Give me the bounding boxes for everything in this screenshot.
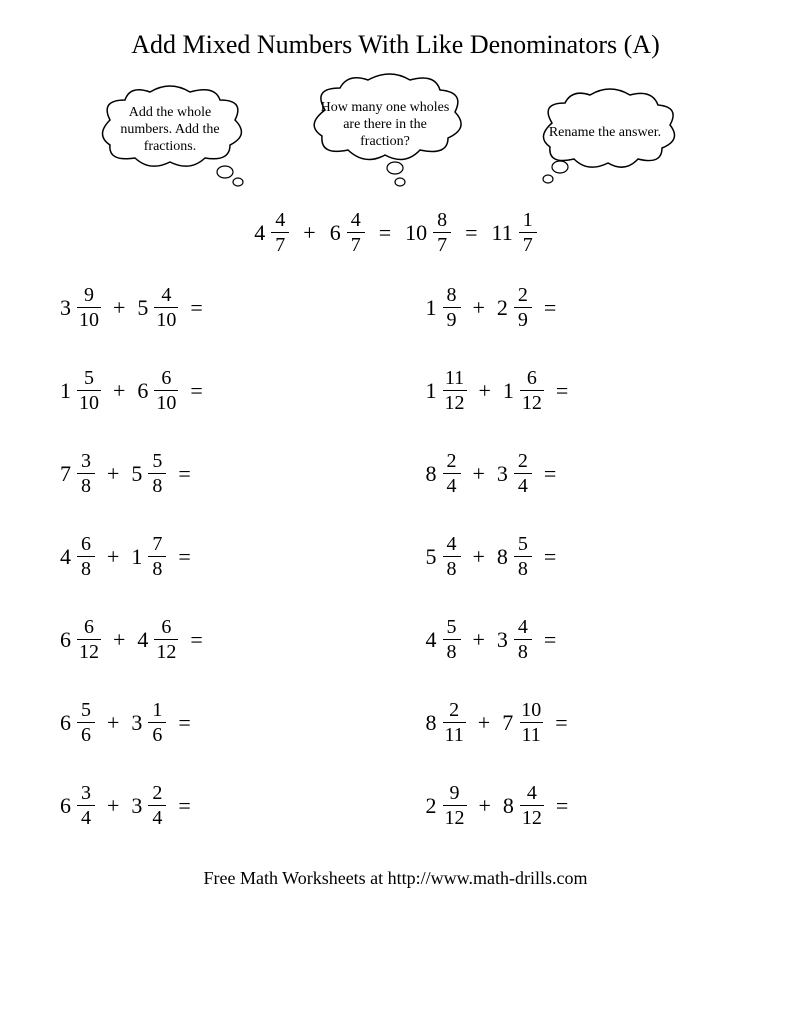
problem-row: 824 +324 = — [426, 451, 732, 496]
term-a: 8211 — [426, 700, 466, 745]
bubble-1: Add the whole numbers. Add the fractions… — [90, 80, 250, 190]
equals-icon: = — [186, 627, 206, 653]
term-a: 1510 — [60, 368, 101, 413]
term-b: 558 — [131, 451, 166, 496]
term-a: 11112 — [426, 368, 467, 413]
equals-icon: = — [375, 220, 395, 246]
plus-icon: + — [103, 544, 123, 570]
thought-bubbles: Add the whole numbers. Add the fractions… — [50, 70, 741, 210]
page-title: Add Mixed Numbers With Like Denominators… — [50, 30, 741, 60]
problem-row: 656 +316 = — [60, 700, 366, 745]
equals-icon: = — [551, 710, 571, 736]
term-b: 858 — [497, 534, 532, 579]
term-a: 2912 — [426, 783, 467, 828]
equals-icon: = — [540, 627, 560, 653]
bubble-3-text: Rename the answer. — [545, 125, 665, 142]
equals-icon: = — [174, 793, 194, 819]
problem-row: 738 +558 = — [60, 451, 366, 496]
term-a: 6612 — [60, 617, 101, 662]
problem-row: 11112 +1612 = — [426, 368, 732, 413]
problems-grid: 3910+5410=189+229=1510+6610=11112+1612=7… — [60, 285, 731, 828]
problem-row: 6612 +4612 = — [60, 617, 366, 662]
example-term-2: 6 4 7 — [330, 210, 365, 255]
plus-icon: + — [474, 710, 494, 736]
equals-icon: = — [552, 378, 572, 404]
term-b: 8412 — [503, 783, 544, 828]
term-b: 348 — [497, 617, 532, 662]
plus-icon: + — [109, 295, 129, 321]
bubble-2: How many one wholes are there in the fra… — [300, 70, 470, 190]
plus-icon: + — [469, 627, 489, 653]
term-a: 656 — [60, 700, 95, 745]
term-b: 324 — [131, 783, 166, 828]
plus-icon: + — [469, 295, 489, 321]
worksheet-page: Add Mixed Numbers With Like Denominators… — [0, 0, 791, 909]
term-b: 178 — [131, 534, 166, 579]
term-b: 324 — [497, 451, 532, 496]
plus-icon: + — [469, 461, 489, 487]
term-b: 1612 — [503, 368, 544, 413]
equals-icon: = — [540, 461, 560, 487]
bubble-3: Rename the answer. — [530, 85, 680, 185]
term-b: 71011 — [502, 700, 543, 745]
equals-icon: = — [186, 378, 206, 404]
term-b: 4612 — [137, 617, 178, 662]
term-a: 458 — [426, 617, 461, 662]
plus-icon: + — [103, 710, 123, 736]
term-b: 5410 — [137, 285, 178, 330]
term-a: 189 — [426, 285, 461, 330]
plus-icon: + — [109, 627, 129, 653]
example-term-4: 11 1 7 — [492, 210, 537, 255]
term-a: 634 — [60, 783, 95, 828]
plus-icon: + — [469, 544, 489, 570]
term-a: 738 — [60, 451, 95, 496]
equals-icon: = — [540, 544, 560, 570]
problem-row: 1510 +6610 = — [60, 368, 366, 413]
problem-row: 548 +858 = — [426, 534, 732, 579]
term-a: 548 — [426, 534, 461, 579]
term-a: 824 — [426, 451, 461, 496]
problem-row: 468 +178 = — [60, 534, 366, 579]
plus-icon: + — [109, 378, 129, 404]
problem-row: 2912 +8412 = — [426, 783, 732, 828]
term-a: 468 — [60, 534, 95, 579]
worked-example: 4 4 7 + 6 4 7 = 10 8 7 = 11 1 — [50, 210, 741, 255]
plus-icon: + — [103, 793, 123, 819]
problem-row: 8211 +71011 = — [426, 700, 732, 745]
term-b: 6610 — [137, 368, 178, 413]
problem-row: 458 +348 = — [426, 617, 732, 662]
footer-text: Free Math Worksheets at http://www.math-… — [50, 868, 741, 889]
term-b: 316 — [131, 700, 166, 745]
example-term-1: 4 4 7 — [254, 210, 289, 255]
equals-icon: = — [174, 710, 194, 736]
equals-icon: = — [461, 220, 481, 246]
plus-icon: + — [475, 793, 495, 819]
equals-icon: = — [552, 793, 572, 819]
bubble-2-text: How many one wholes are there in the fra… — [317, 100, 453, 150]
equals-icon: = — [540, 295, 560, 321]
equals-icon: = — [186, 295, 206, 321]
problem-row: 634 +324 = — [60, 783, 366, 828]
equals-icon: = — [174, 544, 194, 570]
plus-icon: + — [475, 378, 495, 404]
plus-icon: + — [299, 220, 319, 246]
term-b: 229 — [497, 285, 532, 330]
equals-icon: = — [174, 461, 194, 487]
example-term-3: 10 8 7 — [405, 210, 451, 255]
problem-row: 3910 +5410 = — [60, 285, 366, 330]
plus-icon: + — [103, 461, 123, 487]
bubble-1-text: Add the whole numbers. Add the fractions… — [106, 105, 234, 155]
problem-row: 189 +229 = — [426, 285, 732, 330]
term-a: 3910 — [60, 285, 101, 330]
